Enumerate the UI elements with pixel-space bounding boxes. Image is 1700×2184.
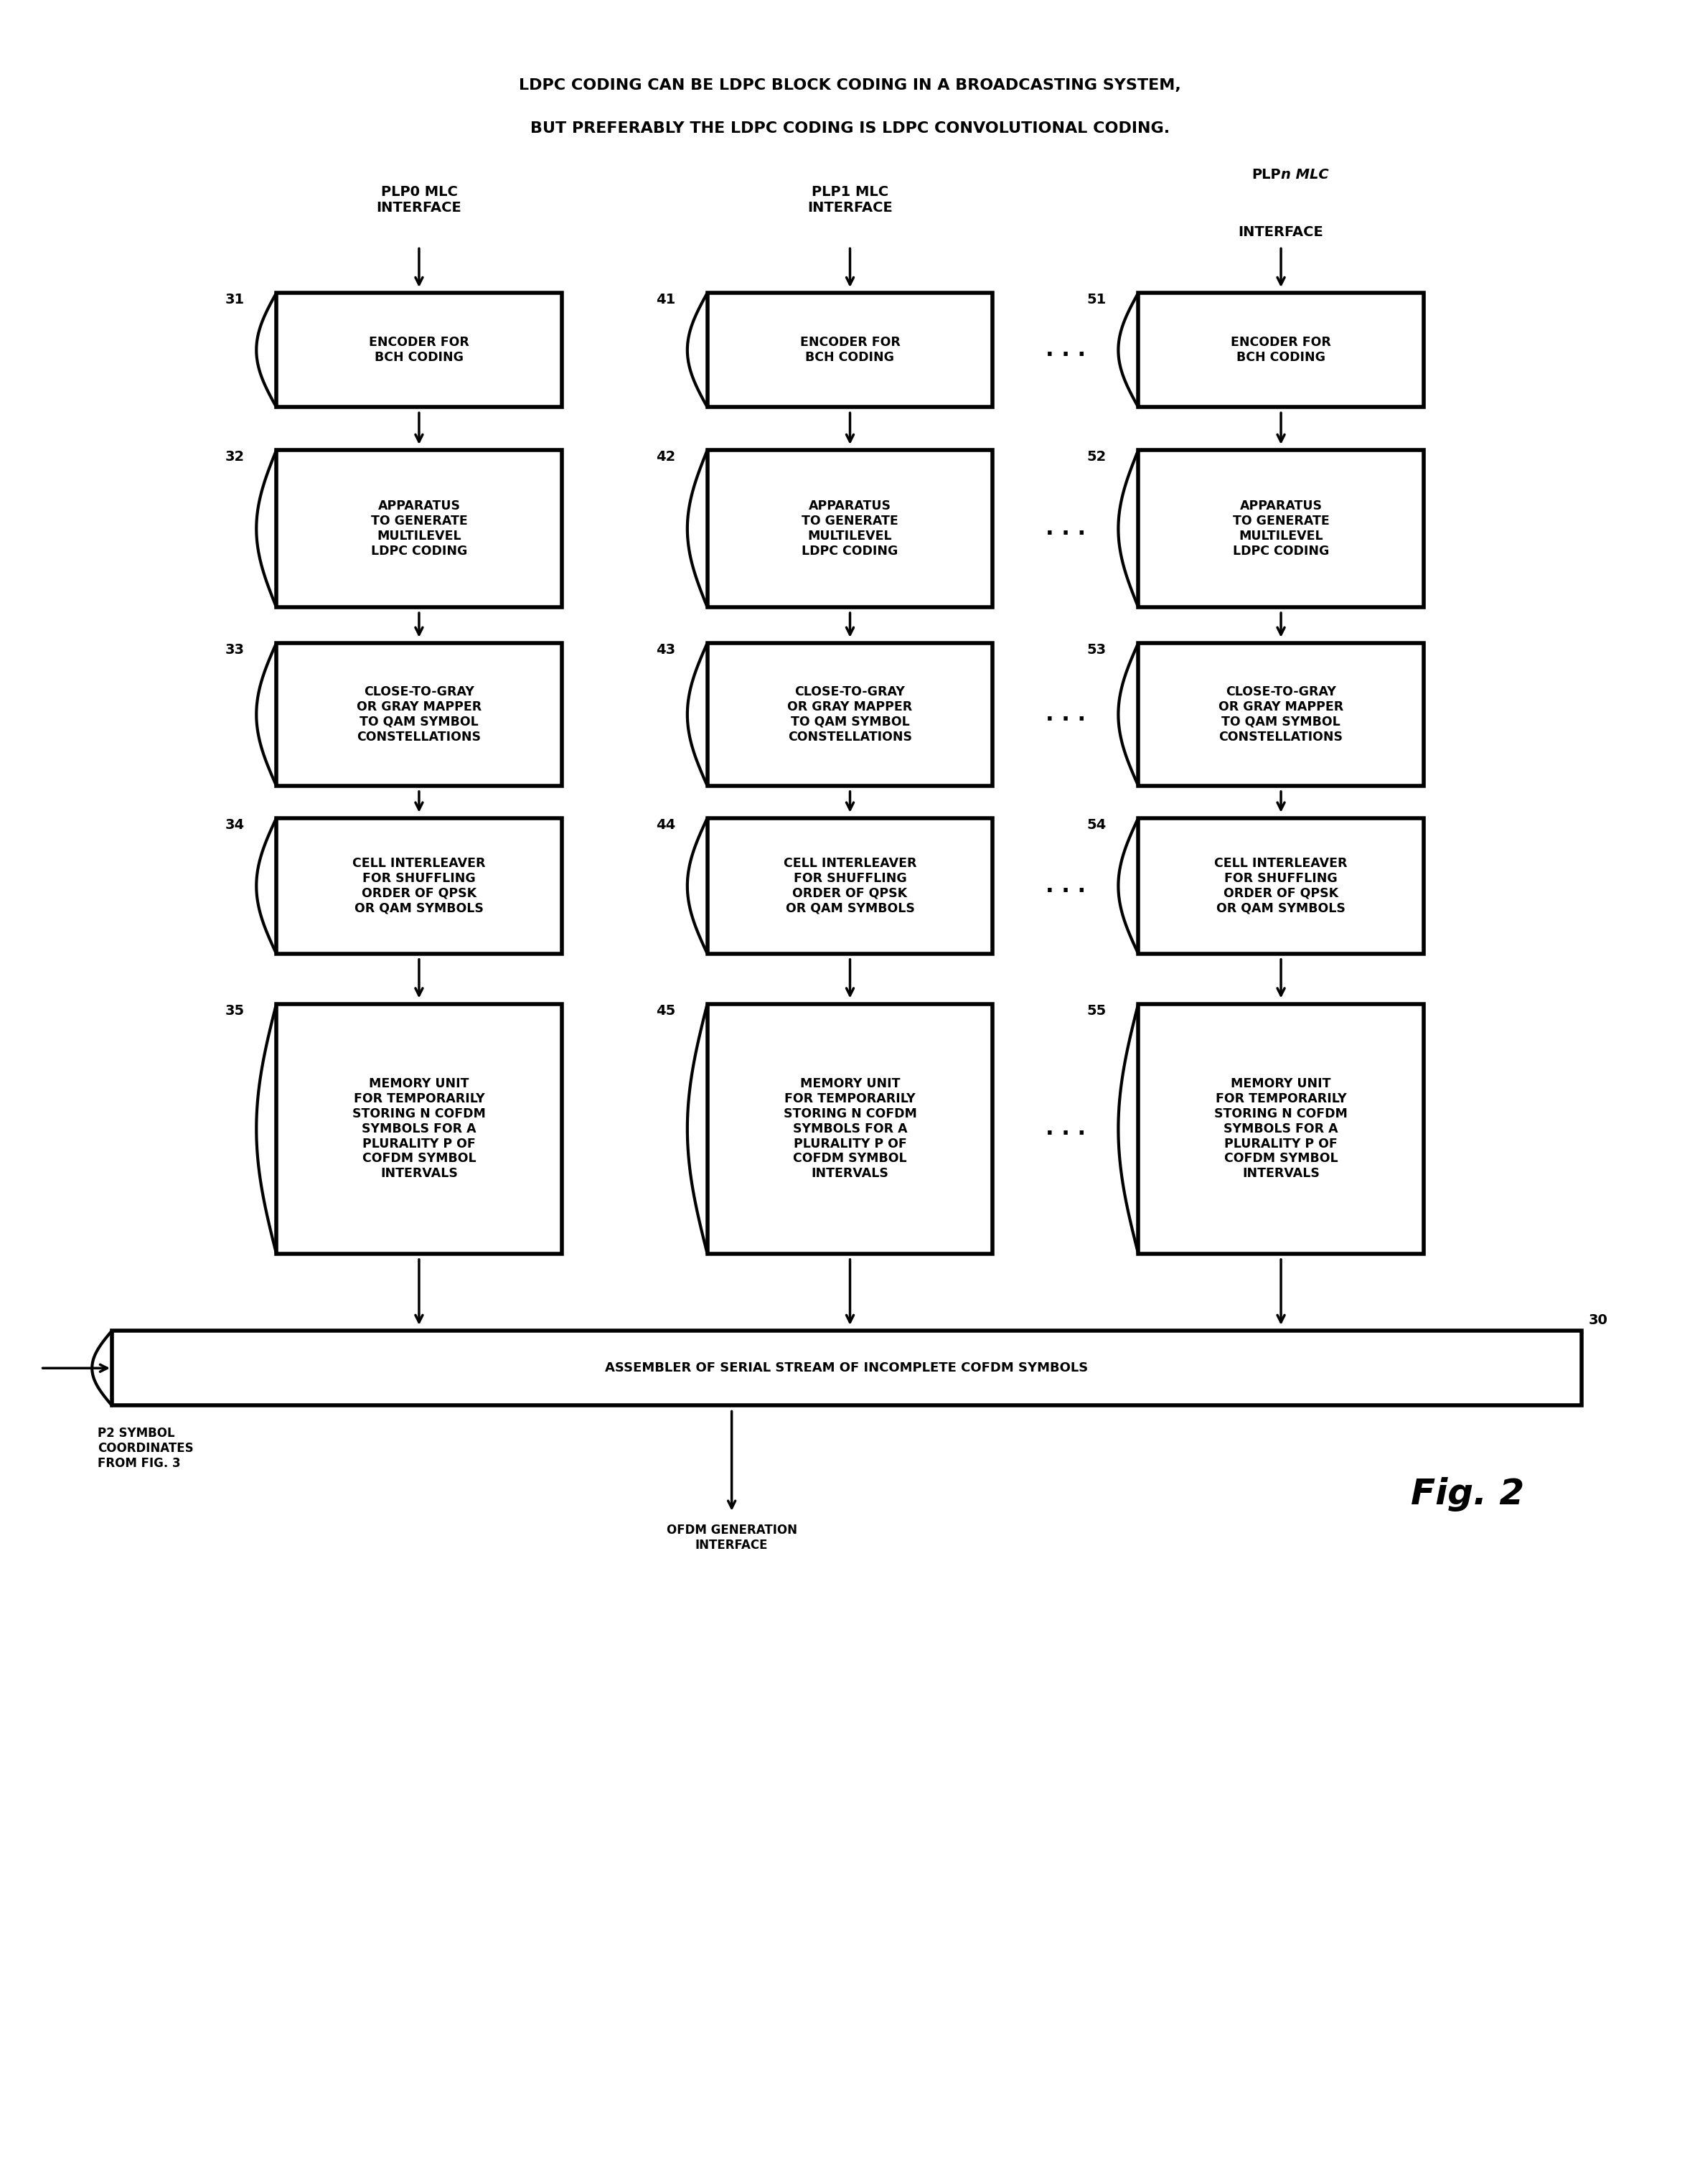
Text: 53: 53	[1086, 642, 1107, 657]
Text: LDPC CODING CAN BE LDPC BLOCK CODING IN A BROADCASTING SYSTEM,: LDPC CODING CAN BE LDPC BLOCK CODING IN …	[518, 79, 1182, 94]
Text: . . .: . . .	[1046, 703, 1086, 725]
Text: CLOSE-TO-GRAY
OR GRAY MAPPER
TO QAM SYMBOL
CONSTELLATIONS: CLOSE-TO-GRAY OR GRAY MAPPER TO QAM SYMB…	[787, 686, 913, 743]
Bar	[707, 450, 993, 607]
Bar	[707, 293, 993, 406]
Bar	[277, 642, 561, 786]
Text: ASSEMBLER OF SERIAL STREAM OF INCOMPLETE COFDM SYMBOLS: ASSEMBLER OF SERIAL STREAM OF INCOMPLETE…	[605, 1361, 1088, 1374]
Bar	[1139, 819, 1423, 954]
Text: 31: 31	[224, 293, 245, 306]
Text: CLOSE-TO-GRAY
OR GRAY MAPPER
TO QAM SYMBOL
CONSTELLATIONS: CLOSE-TO-GRAY OR GRAY MAPPER TO QAM SYMB…	[357, 686, 481, 743]
Text: Fig. 2: Fig. 2	[1411, 1476, 1525, 1511]
Text: PLP1 MLC
INTERFACE: PLP1 MLC INTERFACE	[807, 186, 892, 214]
Text: BUT PREFERABLY THE LDPC CODING IS LDPC CONVOLUTIONAL CODING.: BUT PREFERABLY THE LDPC CODING IS LDPC C…	[530, 122, 1170, 135]
Text: INTERFACE: INTERFACE	[1238, 225, 1324, 238]
Text: OFDM GENERATION
INTERFACE: OFDM GENERATION INTERFACE	[666, 1524, 797, 1551]
Text: . . .: . . .	[1046, 518, 1086, 539]
Text: 55: 55	[1086, 1005, 1107, 1018]
Text: 44: 44	[656, 819, 675, 832]
Text: CELL INTERLEAVER
FOR SHUFFLING
ORDER OF QPSK
OR QAM SYMBOLS: CELL INTERLEAVER FOR SHUFFLING ORDER OF …	[352, 856, 486, 915]
Text: CLOSE-TO-GRAY
OR GRAY MAPPER
TO QAM SYMBOL
CONSTELLATIONS: CLOSE-TO-GRAY OR GRAY MAPPER TO QAM SYMB…	[1219, 686, 1343, 743]
Text: P2 SYMBOL
COORDINATES
FROM FIG. 3: P2 SYMBOL COORDINATES FROM FIG. 3	[97, 1426, 194, 1470]
Text: ENCODER FOR
BCH CODING: ENCODER FOR BCH CODING	[799, 336, 901, 365]
Text: ENCODER FOR
BCH CODING: ENCODER FOR BCH CODING	[1231, 336, 1331, 365]
Text: PLP0 MLC
INTERFACE: PLP0 MLC INTERFACE	[376, 186, 462, 214]
Text: 52: 52	[1086, 450, 1107, 463]
Bar	[277, 450, 561, 607]
Text: 35: 35	[224, 1005, 245, 1018]
Text: 45: 45	[656, 1005, 675, 1018]
Text: 32: 32	[224, 450, 245, 463]
Text: 42: 42	[656, 450, 675, 463]
Text: . . .: . . .	[1046, 341, 1086, 360]
Text: CELL INTERLEAVER
FOR SHUFFLING
ORDER OF QPSK
OR QAM SYMBOLS: CELL INTERLEAVER FOR SHUFFLING ORDER OF …	[784, 856, 916, 915]
Text: 33: 33	[224, 642, 245, 657]
Text: n MLC: n MLC	[1282, 168, 1329, 181]
Text: 34: 34	[224, 819, 245, 832]
Bar	[707, 642, 993, 786]
Text: 51: 51	[1086, 293, 1107, 306]
Text: MEMORY UNIT
FOR TEMPORARILY
STORING N COFDM
SYMBOLS FOR A
PLURALITY P OF
COFDM S: MEMORY UNIT FOR TEMPORARILY STORING N CO…	[352, 1077, 486, 1179]
Text: . . .: . . .	[1046, 1118, 1086, 1140]
Bar	[1139, 293, 1423, 406]
Bar	[1139, 642, 1423, 786]
Bar	[277, 1005, 561, 1254]
Text: 54: 54	[1086, 819, 1107, 832]
Text: 43: 43	[656, 642, 675, 657]
Bar	[1139, 1005, 1423, 1254]
Text: . . .: . . .	[1046, 876, 1086, 895]
Bar	[277, 819, 561, 954]
Text: APPARATUS
TO GENERATE
MULTILEVEL
LDPC CODING: APPARATUS TO GENERATE MULTILEVEL LDPC CO…	[802, 500, 898, 557]
Text: 41: 41	[656, 293, 675, 306]
Text: MEMORY UNIT
FOR TEMPORARILY
STORING N COFDM
SYMBOLS FOR A
PLURALITY P OF
COFDM S: MEMORY UNIT FOR TEMPORARILY STORING N CO…	[1214, 1077, 1348, 1179]
Bar	[707, 819, 993, 954]
Text: APPARATUS
TO GENERATE
MULTILEVEL
LDPC CODING: APPARATUS TO GENERATE MULTILEVEL LDPC CO…	[371, 500, 468, 557]
Text: APPARATUS
TO GENERATE
MULTILEVEL
LDPC CODING: APPARATUS TO GENERATE MULTILEVEL LDPC CO…	[1232, 500, 1329, 557]
Text: ENCODER FOR
BCH CODING: ENCODER FOR BCH CODING	[369, 336, 469, 365]
Bar	[277, 293, 561, 406]
Bar	[707, 1005, 993, 1254]
Text: 30: 30	[1590, 1313, 1608, 1328]
Text: CELL INTERLEAVER
FOR SHUFFLING
ORDER OF QPSK
OR QAM SYMBOLS: CELL INTERLEAVER FOR SHUFFLING ORDER OF …	[1214, 856, 1348, 915]
Text: PLP: PLP	[1251, 168, 1282, 181]
Text: MEMORY UNIT
FOR TEMPORARILY
STORING N COFDM
SYMBOLS FOR A
PLURALITY P OF
COFDM S: MEMORY UNIT FOR TEMPORARILY STORING N CO…	[784, 1077, 916, 1179]
Bar	[112, 1330, 1581, 1406]
Bar	[1139, 450, 1423, 607]
